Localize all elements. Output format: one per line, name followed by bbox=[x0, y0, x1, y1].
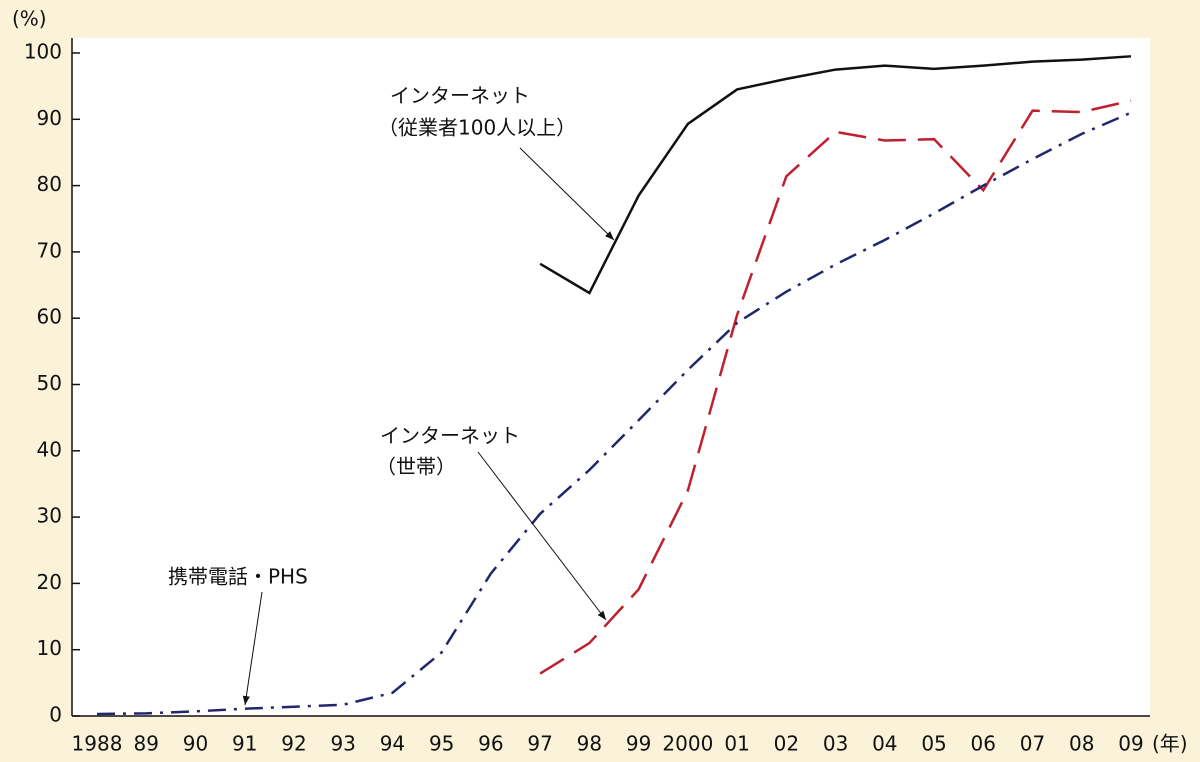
y-tick-label: 40 bbox=[37, 437, 62, 461]
x-tick-label: 92 bbox=[281, 732, 306, 756]
y-tick-label: 100 bbox=[24, 40, 62, 64]
annotation: 携帯電話・PHS bbox=[168, 565, 308, 589]
x-tick-label: 98 bbox=[577, 732, 602, 756]
x-tick-label: 93 bbox=[330, 732, 355, 756]
x-tick-label: 04 bbox=[872, 732, 897, 756]
plot-area bbox=[72, 38, 1150, 716]
x-tick-label: 95 bbox=[429, 732, 454, 756]
y-tick-label: 20 bbox=[37, 570, 62, 594]
x-tick-label: 94 bbox=[380, 732, 405, 756]
y-tick-label: 90 bbox=[37, 106, 62, 130]
x-tick-label: 90 bbox=[183, 732, 208, 756]
annotation: インターネット bbox=[380, 424, 520, 448]
y-tick-label: 60 bbox=[37, 305, 62, 329]
x-tick-label: 01 bbox=[724, 732, 749, 756]
y-tick-label: 70 bbox=[37, 238, 62, 262]
x-tick-label: 09 bbox=[1118, 732, 1143, 756]
x-tick-label: 06 bbox=[971, 732, 996, 756]
x-tick-label: 1988 bbox=[72, 732, 123, 756]
series-line bbox=[539, 99, 1132, 675]
x-tick-label: 05 bbox=[921, 732, 946, 756]
annotation-arrow bbox=[519, 147, 615, 241]
x-tick-label: 96 bbox=[478, 732, 503, 756]
x-tick-label: 08 bbox=[1069, 732, 1094, 756]
annotation: （世帯） bbox=[376, 455, 456, 479]
x-tick-label: 07 bbox=[1020, 732, 1045, 756]
y-tick-label: 0 bbox=[49, 703, 62, 727]
annotation: インターネット bbox=[390, 84, 530, 108]
x-tick-label: 99 bbox=[626, 732, 651, 756]
y-tick-label: 80 bbox=[37, 172, 62, 196]
series-line bbox=[96, 111, 1132, 716]
x-unit: (年) bbox=[1152, 732, 1188, 756]
x-tick-label: 97 bbox=[527, 732, 552, 756]
x-tick-label: 03 bbox=[823, 732, 848, 756]
x-tick-label: 89 bbox=[134, 732, 159, 756]
series-line bbox=[539, 55, 1132, 295]
x-tick-label: 02 bbox=[774, 732, 799, 756]
annotation-arrow bbox=[242, 591, 263, 706]
annotation: （従業者100人以上） bbox=[378, 116, 576, 140]
x-tick-label: 91 bbox=[232, 732, 257, 756]
x-tick-label: 2000 bbox=[662, 732, 713, 756]
y-tick-label: 30 bbox=[37, 504, 62, 528]
y-unit: (%) bbox=[12, 7, 47, 31]
annotation-arrow bbox=[477, 451, 607, 621]
y-tick-label: 50 bbox=[37, 371, 62, 395]
y-tick-label: 10 bbox=[37, 636, 62, 660]
